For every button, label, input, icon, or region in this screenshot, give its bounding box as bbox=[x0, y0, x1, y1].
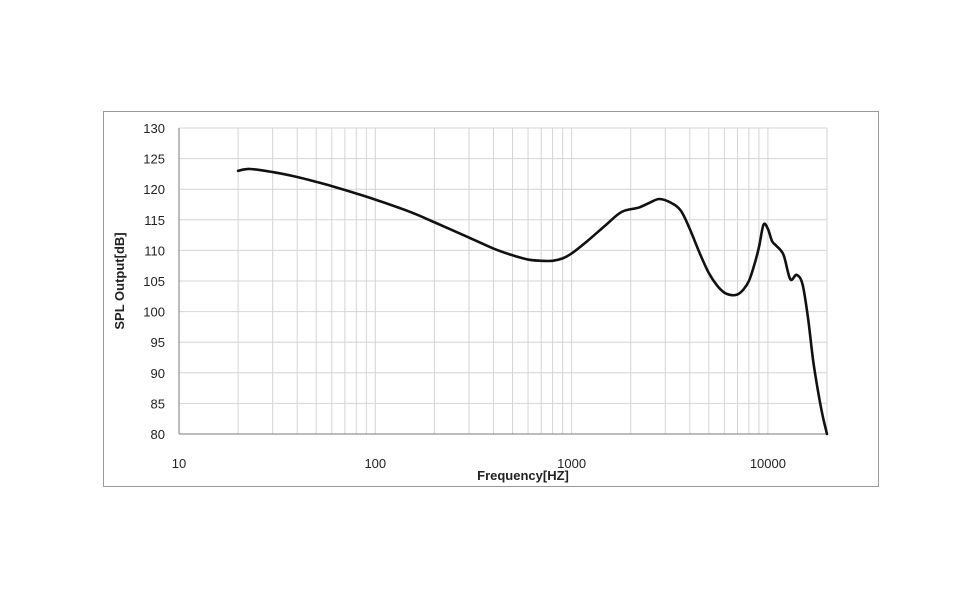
series-line-0 bbox=[236, 167, 829, 436]
y-tick-label: 130 bbox=[143, 121, 165, 136]
y-tick-label: 90 bbox=[151, 366, 165, 381]
y-tick-label: 85 bbox=[151, 396, 165, 411]
y-tick-label: 105 bbox=[143, 274, 165, 289]
y-tick-label: 80 bbox=[151, 427, 165, 442]
y-tick-label: 115 bbox=[144, 213, 165, 228]
y-tick-label: 100 bbox=[143, 305, 165, 320]
y-tick-label: 110 bbox=[144, 243, 165, 258]
y-tick-label: 120 bbox=[143, 182, 165, 197]
y-tick-label: 125 bbox=[143, 152, 165, 167]
x-axis-title: Frequency[HZ] bbox=[477, 468, 569, 483]
x-tick-label: 10000 bbox=[750, 456, 786, 471]
axes: 130 125 120 115 110 105 100 95 90 85 80 10 100 1000 10… bbox=[143, 121, 827, 471]
series bbox=[236, 167, 829, 436]
chart-frame: 130 125 120 115 110 105 100 95 90 85 80 10 100 1000 10… bbox=[103, 111, 879, 487]
x-tick-label: 100 bbox=[364, 456, 386, 471]
x-tick-label: 10 bbox=[172, 456, 186, 471]
frequency-response-chart: 130 125 120 115 110 105 100 95 90 85 80 10 100 1000 10… bbox=[112, 121, 829, 483]
y-axis-title: SPL Output[dB] bbox=[112, 232, 127, 329]
y-tick-label: 95 bbox=[151, 335, 165, 350]
x-tick-label: 1000 bbox=[557, 456, 586, 471]
